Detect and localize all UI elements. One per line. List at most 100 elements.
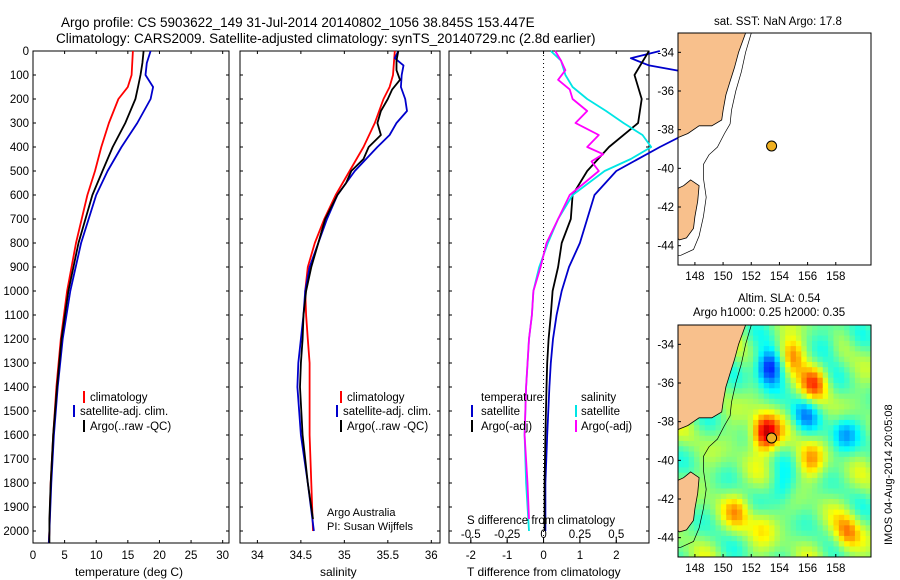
lon-tick-label: 158 <box>826 563 845 575</box>
lon-tick-label: 148 <box>685 271 704 283</box>
sla-cell <box>726 409 733 416</box>
sla-cell <box>785 430 792 437</box>
sla-cell <box>828 398 835 405</box>
sla-cell <box>699 530 706 537</box>
sla-cell <box>806 404 813 410</box>
sla-cell <box>779 535 786 542</box>
sla-cell <box>833 346 840 352</box>
sla-cell <box>785 525 792 532</box>
title-line-2: Climatology: CARS2009. Satellite-adjuste… <box>56 31 596 46</box>
sla-cell <box>860 435 867 442</box>
sla-cell <box>785 377 792 384</box>
sla-cell <box>849 340 856 347</box>
temperature-x-label: temperature (deg C) <box>75 565 183 579</box>
sla-cell <box>683 546 690 553</box>
sla-cell <box>854 472 861 479</box>
sla-cell <box>833 525 840 532</box>
sla-cell <box>785 404 792 410</box>
sla-cell <box>854 425 861 432</box>
sla-cell <box>801 404 808 410</box>
sla-cell <box>865 393 871 400</box>
legend-label-s-argo: Argo(-adj) <box>581 421 632 433</box>
sla-cell <box>844 499 851 505</box>
sla-cell <box>769 456 776 463</box>
sla-cell <box>860 483 867 490</box>
lon-tick-label: 150 <box>713 563 732 575</box>
sla-cell <box>731 398 738 405</box>
sla-cell <box>736 514 743 521</box>
sla-cell <box>806 441 813 447</box>
depth-tick-label: 1300 <box>3 358 29 370</box>
sla-cell <box>747 509 754 516</box>
sla-cell <box>742 483 749 490</box>
sla-cell <box>844 404 851 410</box>
sla-cell <box>833 441 840 447</box>
sla-cell <box>849 530 856 537</box>
sla-cell <box>774 462 781 468</box>
sla-cell <box>678 451 684 458</box>
sla-cell <box>731 451 738 458</box>
sla-cell <box>838 462 845 468</box>
sla-cell <box>833 430 840 437</box>
sla-cell <box>779 340 786 347</box>
sla-cell <box>844 425 851 432</box>
sla-cell <box>822 462 829 468</box>
sla-cell <box>758 441 765 447</box>
sla-cell <box>822 509 829 516</box>
sla-cell <box>726 404 733 410</box>
sla-cell <box>801 398 808 405</box>
sla-cell <box>854 451 861 458</box>
sla-cell <box>844 340 851 347</box>
sla-cell <box>833 541 840 548</box>
sla-cell <box>774 493 781 500</box>
sla-cell <box>806 530 813 537</box>
sla-cell <box>817 520 824 526</box>
sla-cell <box>854 435 861 442</box>
sla-cell <box>795 504 802 511</box>
sla-cell <box>812 499 818 505</box>
lat-tick-label: -40 <box>657 163 674 175</box>
sla-cell <box>828 425 835 432</box>
sla-cell <box>742 499 749 505</box>
x-tick-label: 25 <box>185 550 198 562</box>
sla-map-title: Altim. SLA: 0.54 <box>738 293 821 305</box>
sla-cell <box>785 483 792 490</box>
sla-cell <box>758 383 765 389</box>
sla-cell <box>828 409 835 416</box>
sla-cell <box>801 488 808 495</box>
sla-cell <box>699 541 706 548</box>
sla-cell <box>812 456 818 463</box>
sla-cell <box>838 419 845 426</box>
sla-cell <box>779 520 786 526</box>
sla-cell <box>849 441 856 447</box>
sla-cell <box>817 425 824 432</box>
sla-cell <box>865 398 871 405</box>
sla-cell <box>849 330 856 337</box>
sla-cell <box>828 541 835 548</box>
sla-cell <box>849 546 856 553</box>
sla-cell <box>736 367 743 374</box>
sla-cell <box>854 509 861 516</box>
sla-cell <box>774 372 781 379</box>
sla-cell <box>822 467 829 474</box>
sla-cell <box>742 441 749 447</box>
sla-cell <box>838 446 845 453</box>
sla-cell <box>812 446 818 453</box>
sla-cell <box>774 472 781 479</box>
sla-cell <box>779 425 786 432</box>
sla-cell <box>785 520 792 526</box>
sla-cell <box>769 504 776 511</box>
sla-cell <box>726 451 733 458</box>
sla-cell <box>731 520 738 526</box>
sla-cell <box>694 504 701 511</box>
sla-cell <box>828 546 835 553</box>
sla-cell <box>833 335 840 342</box>
sla-cell <box>854 541 861 548</box>
sla-cell <box>806 467 813 474</box>
sla-cell <box>854 398 861 405</box>
sla-cell <box>704 435 711 442</box>
sla-cell <box>715 541 722 548</box>
series-line-satellite-adj-clim- <box>47 50 155 544</box>
sla-map-subtitle: Argo h1000: 0.25 h2000: 0.35 <box>693 307 845 319</box>
sla-cell <box>806 546 813 553</box>
